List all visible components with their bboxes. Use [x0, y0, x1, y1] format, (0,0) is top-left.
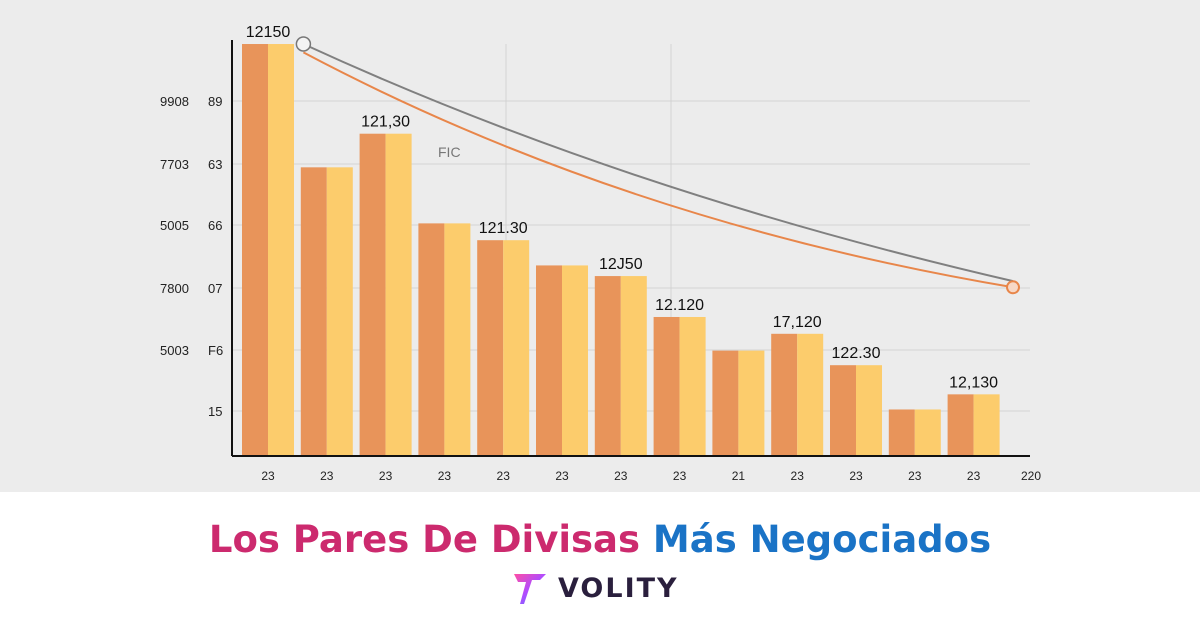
bar-dark	[594, 276, 621, 456]
bar-chart: 12150 121,30 121.30 12J50 12.120 17,120 122.30…	[160, 24, 1041, 483]
bar-dark	[242, 44, 268, 457]
y-tick-label-right: 66	[208, 218, 222, 233]
data-label: 12.120	[655, 297, 704, 314]
bar-light	[503, 240, 530, 456]
y-tick-label-left: 5003	[160, 343, 189, 358]
bar-light	[562, 265, 588, 456]
banner	[0, 492, 1200, 628]
bar-light	[914, 409, 941, 456]
y-tick-label-left: 5005	[160, 218, 189, 233]
trend-start-marker	[295, 36, 312, 52]
bar-dark	[536, 265, 562, 456]
headline: Los Pares De Divisas Más Negociados	[0, 518, 1200, 561]
data-label: 121,30	[361, 114, 410, 131]
bar-dark	[888, 409, 915, 456]
bar-light	[326, 167, 353, 456]
bar-dark	[359, 133, 386, 456]
brand-name: VOLITY	[558, 572, 679, 604]
x-tick-label: 23	[614, 469, 628, 483]
bar-light	[738, 350, 765, 456]
x-tick-label: 23	[497, 469, 511, 483]
y-tick-label-left: 9908	[160, 94, 189, 109]
bar-dark	[771, 333, 798, 456]
bar-light	[797, 333, 824, 456]
x-tick-label: 23	[967, 469, 981, 483]
data-label: 17,120	[773, 314, 822, 331]
y-tick-label-right: 15	[208, 404, 222, 419]
bar-dark	[418, 223, 445, 456]
data-label: 12,130	[949, 374, 998, 391]
x-tick-label: 23	[791, 469, 805, 483]
x-tick-label: 23	[320, 469, 334, 483]
bar-light	[856, 365, 882, 456]
y-tick-label-right: 07	[208, 281, 222, 296]
x-tick-label: 23	[673, 469, 687, 483]
chart-area: 12150 121,30 121.30 12J50 12.120 17,120 122.30…	[0, 0, 1200, 492]
y-tick-label-right: F6	[208, 343, 223, 358]
brand: VOLITY	[510, 566, 679, 610]
y-tick-label-left: 7800	[160, 281, 189, 296]
headline-part1: Los Pares De Divisas	[208, 518, 641, 561]
bar-dark	[830, 365, 856, 456]
bar-dark	[477, 240, 504, 456]
data-label: 12150	[246, 24, 291, 41]
bar-dark	[712, 350, 739, 456]
y-tick-label-left: 7703	[160, 157, 189, 172]
x-tick-label: 23	[555, 469, 569, 483]
x-tick-label: 21	[732, 469, 746, 483]
data-label: 122.30	[832, 345, 881, 362]
trend-line-gray	[302, 43, 1014, 283]
y-tick-label-right: 89	[208, 94, 222, 109]
data-label: 121.30	[479, 220, 528, 237]
bar-light	[679, 316, 706, 456]
bar-light	[268, 44, 294, 457]
bar-dark	[300, 167, 327, 456]
bar-light	[385, 133, 412, 456]
bar-dark	[653, 316, 680, 456]
bar-light	[973, 394, 1000, 456]
x-tick-label: 23	[379, 469, 393, 483]
trend-end-marker	[1006, 280, 1020, 295]
data-label: 12J50	[599, 256, 643, 273]
bar-dark	[947, 394, 974, 456]
x-tick-label-extra: 220	[1021, 469, 1041, 483]
x-tick-label: 23	[438, 469, 452, 483]
headline-part2: Más Negociados	[652, 518, 992, 561]
bar-light	[620, 276, 647, 456]
x-tick-label: 23	[261, 469, 275, 483]
y-tick-label-right: 63	[208, 157, 222, 172]
volity-logo-icon	[514, 574, 546, 604]
annotation-label: FIC	[438, 144, 461, 160]
trend-line-orange	[302, 51, 1014, 289]
x-tick-label: 23	[908, 469, 922, 483]
x-tick-label: 23	[849, 469, 863, 483]
bar-light	[444, 223, 471, 456]
